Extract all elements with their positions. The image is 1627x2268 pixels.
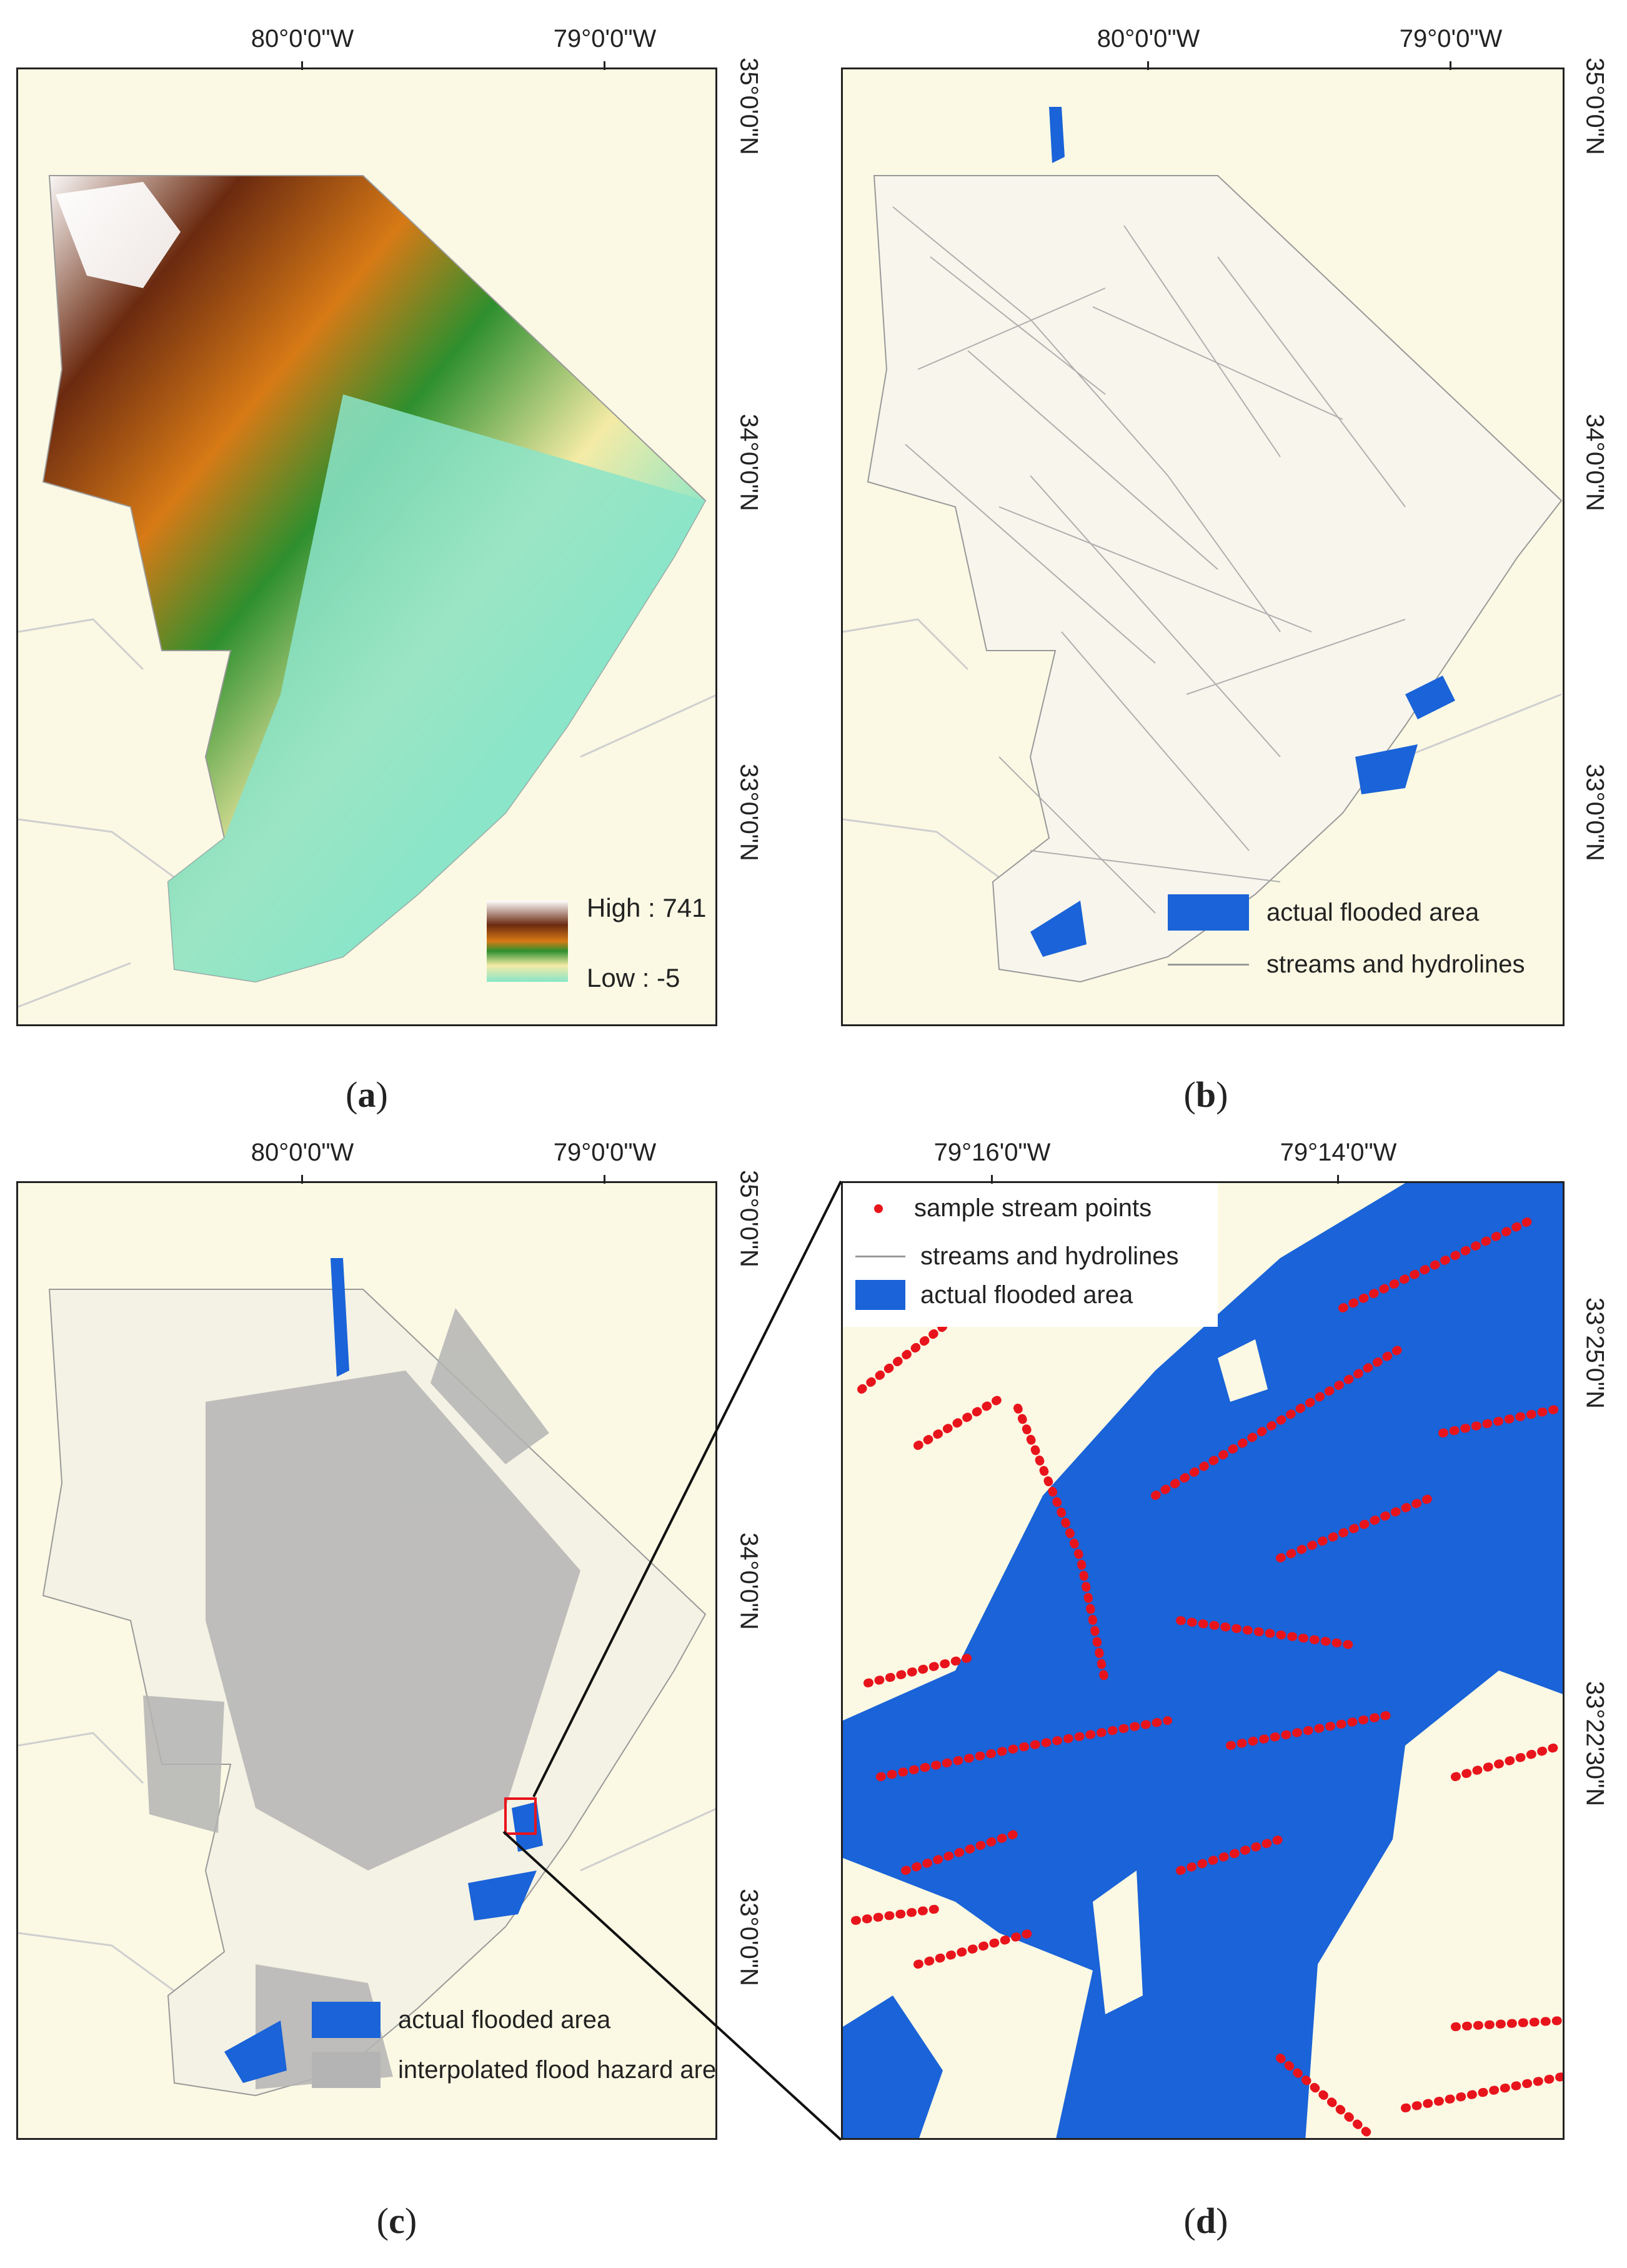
legend-label: streams and hydrolines <box>920 1242 1179 1270</box>
stream-map <box>843 107 1563 983</box>
hazard-area-swatch <box>312 2052 381 2088</box>
hazard-map <box>18 1258 715 2097</box>
zoom-map-legend: sample stream points streams and hydroli… <box>843 1183 1218 1327</box>
axis-tick <box>991 1175 993 1184</box>
lat-label: 35°0'0"N <box>735 57 763 155</box>
stream-point-swatch <box>874 1204 883 1213</box>
stream-map-legend: actual flooded area streams and hydrolin… <box>1168 894 1555 1019</box>
lat-label: 33°0'0"N <box>735 764 763 861</box>
study-region <box>867 175 1563 983</box>
flooded-area-swatch <box>1168 894 1249 931</box>
elevation-color-ramp <box>487 901 568 982</box>
map-panel-c: actual flooded area interpolated flood h… <box>16 1181 717 2140</box>
streams-swatch <box>855 1256 905 1257</box>
axis-tick <box>604 1175 605 1184</box>
lat-label: 33°25'0"N <box>1581 1297 1609 1409</box>
lon-label: 80°0'0"W <box>251 1139 354 1166</box>
lon-label: 80°0'0"W <box>1097 25 1200 52</box>
lon-label: 79°0'0"W <box>553 25 657 52</box>
legend-label: streams and hydrolines <box>1266 951 1525 978</box>
map-panel-d: sample stream points streams and hydroli… <box>841 1181 1565 2140</box>
lat-label: 33°0'0"N <box>735 1889 763 1986</box>
lon-label: 79°16'0"W <box>933 1139 1051 1166</box>
axis-tick <box>1147 61 1149 70</box>
map-panel-a: High : 741 Low : -5 <box>16 67 717 1026</box>
lat-label: 33°22'30"N <box>1581 1681 1609 1807</box>
axis-tick <box>1450 61 1451 70</box>
lat-label: 35°0'0"N <box>735 1170 763 1267</box>
zoomed-flood-map <box>843 1183 1563 2138</box>
legend-label: interpolated flood hazard areas <box>398 2056 717 2084</box>
axis-tick <box>301 1175 303 1184</box>
streams-swatch <box>1168 964 1249 966</box>
lon-label: 79°14'0"W <box>1280 1139 1397 1166</box>
lat-label: 33°0'0"N <box>1581 764 1609 861</box>
panel-caption-c: (c) <box>376 2201 417 2241</box>
lon-label: 79°0'0"W <box>553 1139 657 1166</box>
lat-label: 34°0'0"N <box>735 414 763 511</box>
panel-caption-b: (b) <box>1183 1074 1228 1115</box>
lon-label: 79°0'0"W <box>1399 25 1503 52</box>
legend-label: sample stream points <box>914 1194 1152 1222</box>
lon-label: 80°0'0"W <box>251 25 354 52</box>
axis-tick <box>1337 1175 1339 1184</box>
lat-label: 34°0'0"N <box>1581 414 1609 511</box>
flooded-area-swatch <box>855 1280 905 1310</box>
axis-tick <box>301 61 303 70</box>
hazard-map-legend: actual flooded area interpolated flood h… <box>312 2002 717 2133</box>
map-panel-b: actual flooded area streams and hydrolin… <box>841 67 1565 1026</box>
flooded-area-swatch <box>312 2002 381 2038</box>
axis-tick <box>604 61 605 70</box>
panel-caption-d: (d) <box>1183 2201 1228 2241</box>
panel-caption-a: (a) <box>346 1074 388 1115</box>
lat-label: 34°0'0"N <box>735 1532 763 1630</box>
elevation-map <box>18 175 715 1008</box>
elevation-high-label: High : 741 <box>587 893 707 922</box>
legend-label: actual flooded area <box>920 1281 1133 1309</box>
legend-label: actual flooded area <box>398 2006 611 2034</box>
elevation-low-label: Low : -5 <box>587 963 680 992</box>
legend-label: actual flooded area <box>1266 898 1480 926</box>
lat-label: 35°0'0"N <box>1581 57 1609 155</box>
